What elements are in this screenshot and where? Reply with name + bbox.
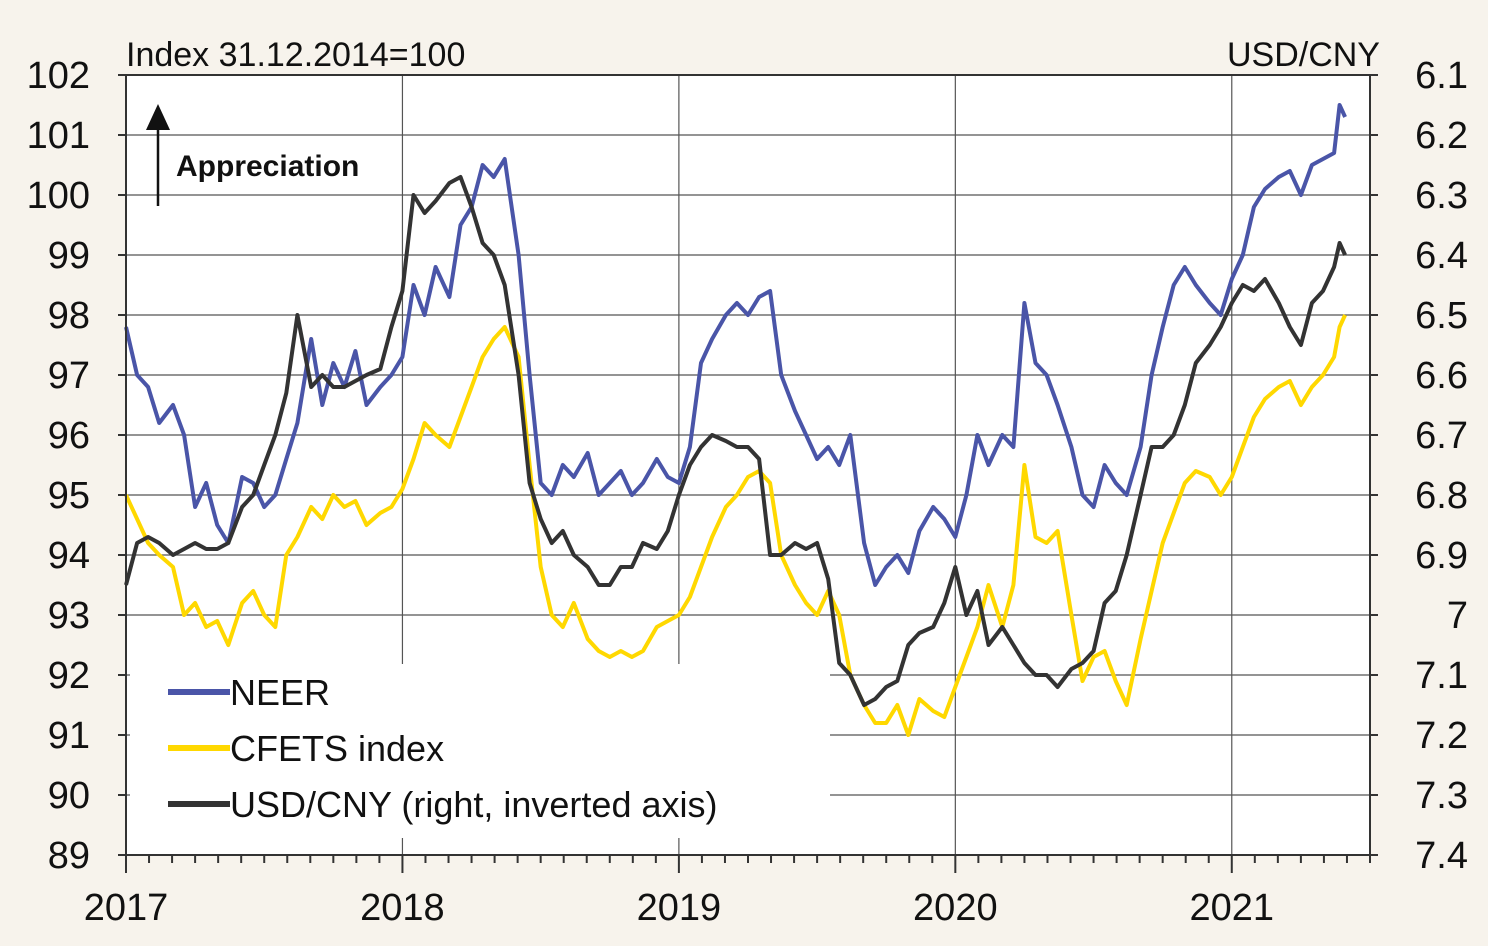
x-tick-label: 2017 (84, 887, 169, 929)
right-tick-label: 6.8 (1415, 475, 1468, 517)
appreciation-arrow-icon (146, 104, 170, 206)
legend-background (130, 664, 830, 838)
right-axis: 6.1 6.2 6.3 6.4 6.5 6.6 6.7 6.8 6.9 7 7.1 7.2 7.3 7.4 (1370, 55, 1468, 877)
right-tick-label: 6.7 (1415, 415, 1468, 457)
right-tick-label: 7.4 (1415, 835, 1468, 877)
left-tick-label: 92 (48, 655, 90, 697)
left-tick-label: 99 (48, 235, 90, 277)
legend-label: USD/CNY (right, inverted axis) (230, 784, 717, 825)
series-line-cfets (124, 314, 1347, 737)
left-tick-label: 97 (48, 355, 90, 397)
series-line-neer (124, 103, 1347, 587)
legend-label: CFETS index (230, 728, 444, 769)
left-axis: 102 101 100 99 98 97 96 95 94 93 92 91 90 89 (27, 55, 126, 877)
left-tick-label: 90 (48, 775, 90, 817)
right-tick-label: 7.1 (1415, 655, 1468, 697)
right-tick-label: 6.9 (1415, 535, 1468, 577)
left-tick-label: 102 (27, 55, 90, 97)
right-tick-label: 6.2 (1415, 115, 1468, 157)
left-axis-title: Index 31.12.2014=100 (126, 36, 465, 74)
legend-label: NEER (230, 672, 330, 713)
left-tick-label: 96 (48, 415, 90, 457)
x-tick-label: 2020 (913, 887, 998, 929)
right-tick-label: 6.3 (1415, 175, 1468, 217)
x-axis: 2017 2018 2019 2020 2021 (84, 855, 1371, 929)
x-tick-label: 2018 (360, 887, 445, 929)
x-tick-label: 2021 (1190, 887, 1275, 929)
right-tick-label: 7 (1447, 595, 1468, 637)
appreciation-annotation: Appreciation (176, 150, 359, 183)
right-tick-label: 7.3 (1415, 775, 1468, 817)
legend: NEER CFETS index USD/CNY (right, inverted … (168, 672, 717, 825)
series-line-usdcny (124, 175, 1347, 707)
left-tick-label: 95 (48, 475, 90, 517)
right-axis-title: USD/CNY (1227, 36, 1380, 74)
right-tick-label: 6.4 (1415, 235, 1468, 277)
left-tick-label: 100 (27, 175, 90, 217)
series-layer (124, 103, 1347, 737)
left-tick-label: 94 (48, 535, 90, 577)
right-tick-label: 6.1 (1415, 55, 1468, 97)
right-tick-label: 6.6 (1415, 355, 1468, 397)
left-tick-label: 98 (48, 295, 90, 337)
left-tick-label: 91 (48, 715, 90, 757)
left-tick-label: 89 (48, 835, 90, 877)
left-tick-label: 93 (48, 595, 90, 637)
right-tick-label: 7.2 (1415, 715, 1468, 757)
x-tick-label: 2019 (637, 887, 722, 929)
left-tick-label: 101 (27, 115, 90, 157)
right-tick-label: 6.5 (1415, 295, 1468, 337)
